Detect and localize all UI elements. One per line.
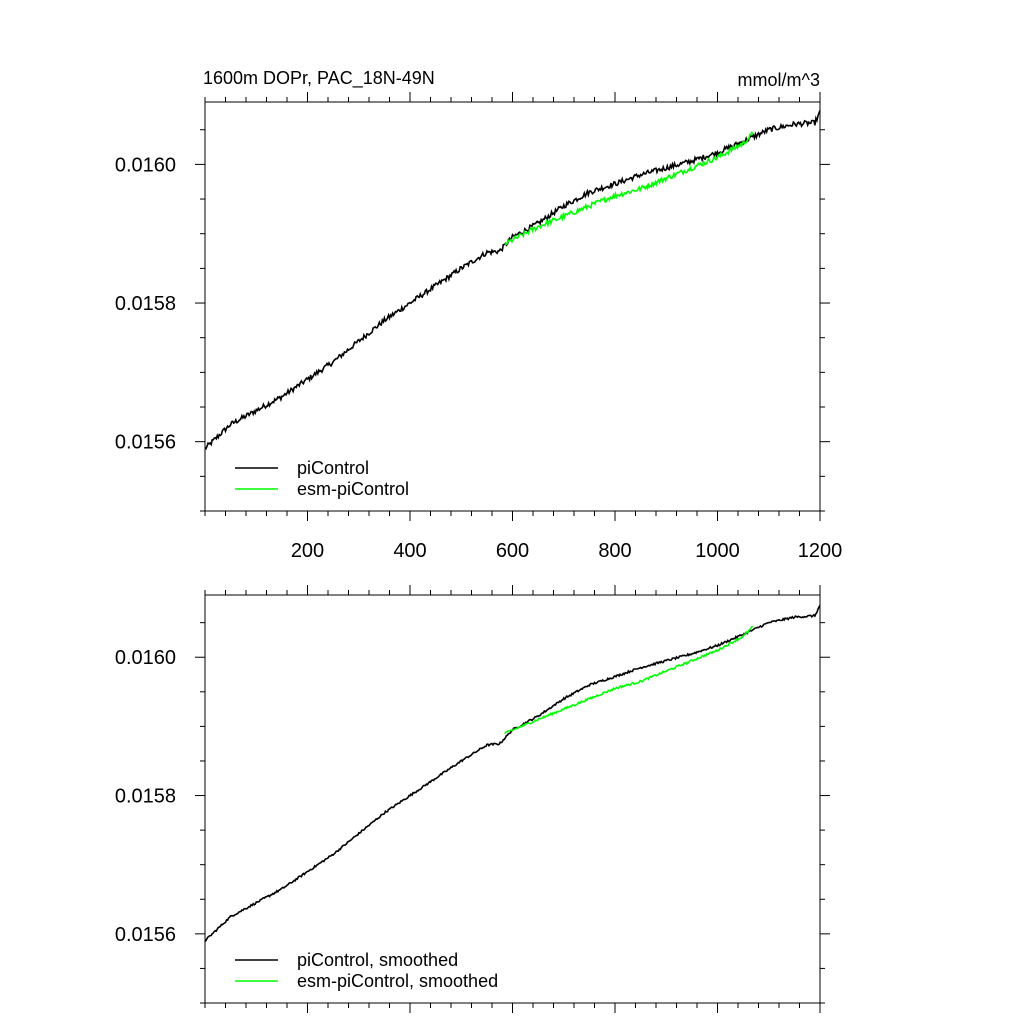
legend-label: piControl (297, 458, 369, 478)
units-label: mmol/m^3 (738, 70, 820, 90)
top-panel: 0.0156 0.0158 0.0160 200 400 600 800 1000 1200 pi… (115, 92, 842, 562)
x-tick-label: 1000 (695, 540, 740, 562)
y-tick-label: 0.0158 (115, 293, 176, 315)
x-tick-label: 400 (393, 540, 426, 562)
x-tick-label: 200 (291, 540, 324, 562)
legend-label: piControl, smoothed (297, 950, 458, 970)
y-tick-label: 0.0160 (115, 154, 176, 176)
series-line-esm-picontrol (504, 625, 754, 735)
x-tick-label: 800 (598, 540, 631, 562)
legend-label: esm-piControl, smoothed (297, 971, 498, 991)
y-tick-label: 0.0158 (115, 786, 176, 808)
bottom-panel: 0.0156 0.0158 0.0160 piControl, smoothedesm… (115, 585, 830, 1013)
y-tick-label: 0.0160 (115, 647, 176, 669)
y-tick-label: 0.0156 (115, 432, 176, 454)
plot-frame (204, 594, 821, 1004)
x-tick-label: 600 (496, 540, 529, 562)
series-line-picontrol (204, 604, 821, 942)
plot-frame (204, 101, 821, 512)
series-line-esm-picontrol (504, 130, 754, 246)
figure-title: 1600m DOPr, PAC_18N-49N (203, 68, 435, 89)
legend-label: esm-piControl (297, 479, 409, 499)
series-line-picontrol (204, 110, 821, 451)
x-tick-label: 1200 (798, 540, 843, 562)
y-tick-label: 0.0156 (115, 924, 176, 946)
